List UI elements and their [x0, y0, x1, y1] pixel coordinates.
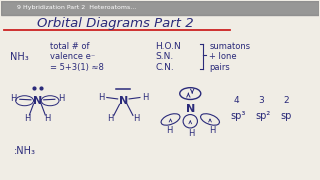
Text: sp³: sp³	[230, 111, 245, 121]
Bar	[1, 1, 319, 15]
Text: N: N	[33, 96, 42, 106]
Text: H: H	[58, 94, 64, 103]
Text: H: H	[188, 129, 194, 138]
Text: H: H	[108, 114, 114, 123]
Text: pairs: pairs	[209, 63, 230, 72]
Text: H: H	[133, 114, 139, 123]
Text: H: H	[10, 94, 17, 103]
Text: 3: 3	[258, 96, 264, 105]
Text: sp: sp	[280, 111, 292, 121]
Text: 2: 2	[284, 96, 289, 105]
Text: 9 Hybridization Part 2  Heteroatoms...: 9 Hybridization Part 2 Heteroatoms...	[17, 5, 136, 10]
Text: 4: 4	[233, 96, 239, 105]
Text: H: H	[166, 125, 173, 134]
Text: H.O.N: H.O.N	[155, 42, 181, 51]
Text: S.N.: S.N.	[155, 52, 173, 61]
Text: sumatons: sumatons	[209, 42, 251, 51]
Text: N: N	[186, 104, 195, 114]
Text: sp²: sp²	[255, 111, 270, 121]
Text: H: H	[24, 114, 30, 123]
Text: NH₃: NH₃	[10, 52, 29, 62]
Text: H: H	[142, 93, 149, 102]
Text: :NH₃: :NH₃	[13, 146, 36, 156]
Text: + lone: + lone	[209, 52, 237, 61]
Text: Orbital Diagrams Part 2: Orbital Diagrams Part 2	[37, 17, 194, 30]
Text: H: H	[98, 93, 104, 102]
Text: N: N	[119, 96, 128, 106]
Text: total # of: total # of	[50, 42, 90, 51]
Text: H: H	[44, 114, 51, 123]
Text: = 5+3(1) ≈8: = 5+3(1) ≈8	[50, 63, 104, 72]
Text: H: H	[209, 125, 215, 134]
Text: C.N.: C.N.	[155, 63, 174, 72]
Text: valence e⁻: valence e⁻	[50, 52, 95, 61]
